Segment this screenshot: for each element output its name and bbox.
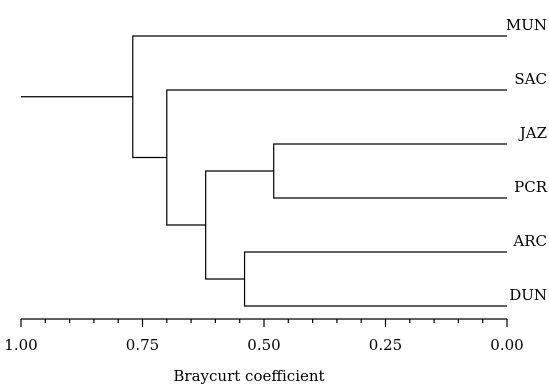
leaf-label-arc: ARC — [512, 232, 547, 250]
tick-label: 0.50 — [247, 336, 280, 354]
x-axis: 1.00 0.75 0.50 0.25 0.00 — [4, 318, 524, 354]
branch-c4 — [166, 89, 507, 226]
leaf-label-mun: MUN — [506, 16, 547, 34]
x-axis-tick-labels: 1.00 0.75 0.50 0.25 0.00 — [4, 336, 523, 354]
tick-label: 0.00 — [490, 336, 523, 354]
leaf-labels: MUN SAC JAZ PCR ARC DUN — [506, 16, 548, 304]
branch-c3 — [205, 170, 274, 280]
tick-label: 0.75 — [126, 336, 159, 354]
leaf-label-pcr: PCR — [514, 178, 548, 196]
tick-label: 0.25 — [369, 336, 402, 354]
x-axis-title: Braycurt coefficient — [173, 367, 324, 385]
branch-c2 — [243, 251, 507, 307]
leaf-label-sac: SAC — [514, 70, 547, 88]
branch-c5 — [132, 35, 507, 159]
tick-label: 1.00 — [4, 336, 37, 354]
x-axis-ticks — [20, 319, 508, 327]
leaf-label-dun: DUN — [509, 286, 547, 304]
leaf-label-jaz: JAZ — [518, 124, 547, 142]
dendrogram-branches — [21, 35, 507, 307]
branch-c1 — [273, 143, 507, 199]
